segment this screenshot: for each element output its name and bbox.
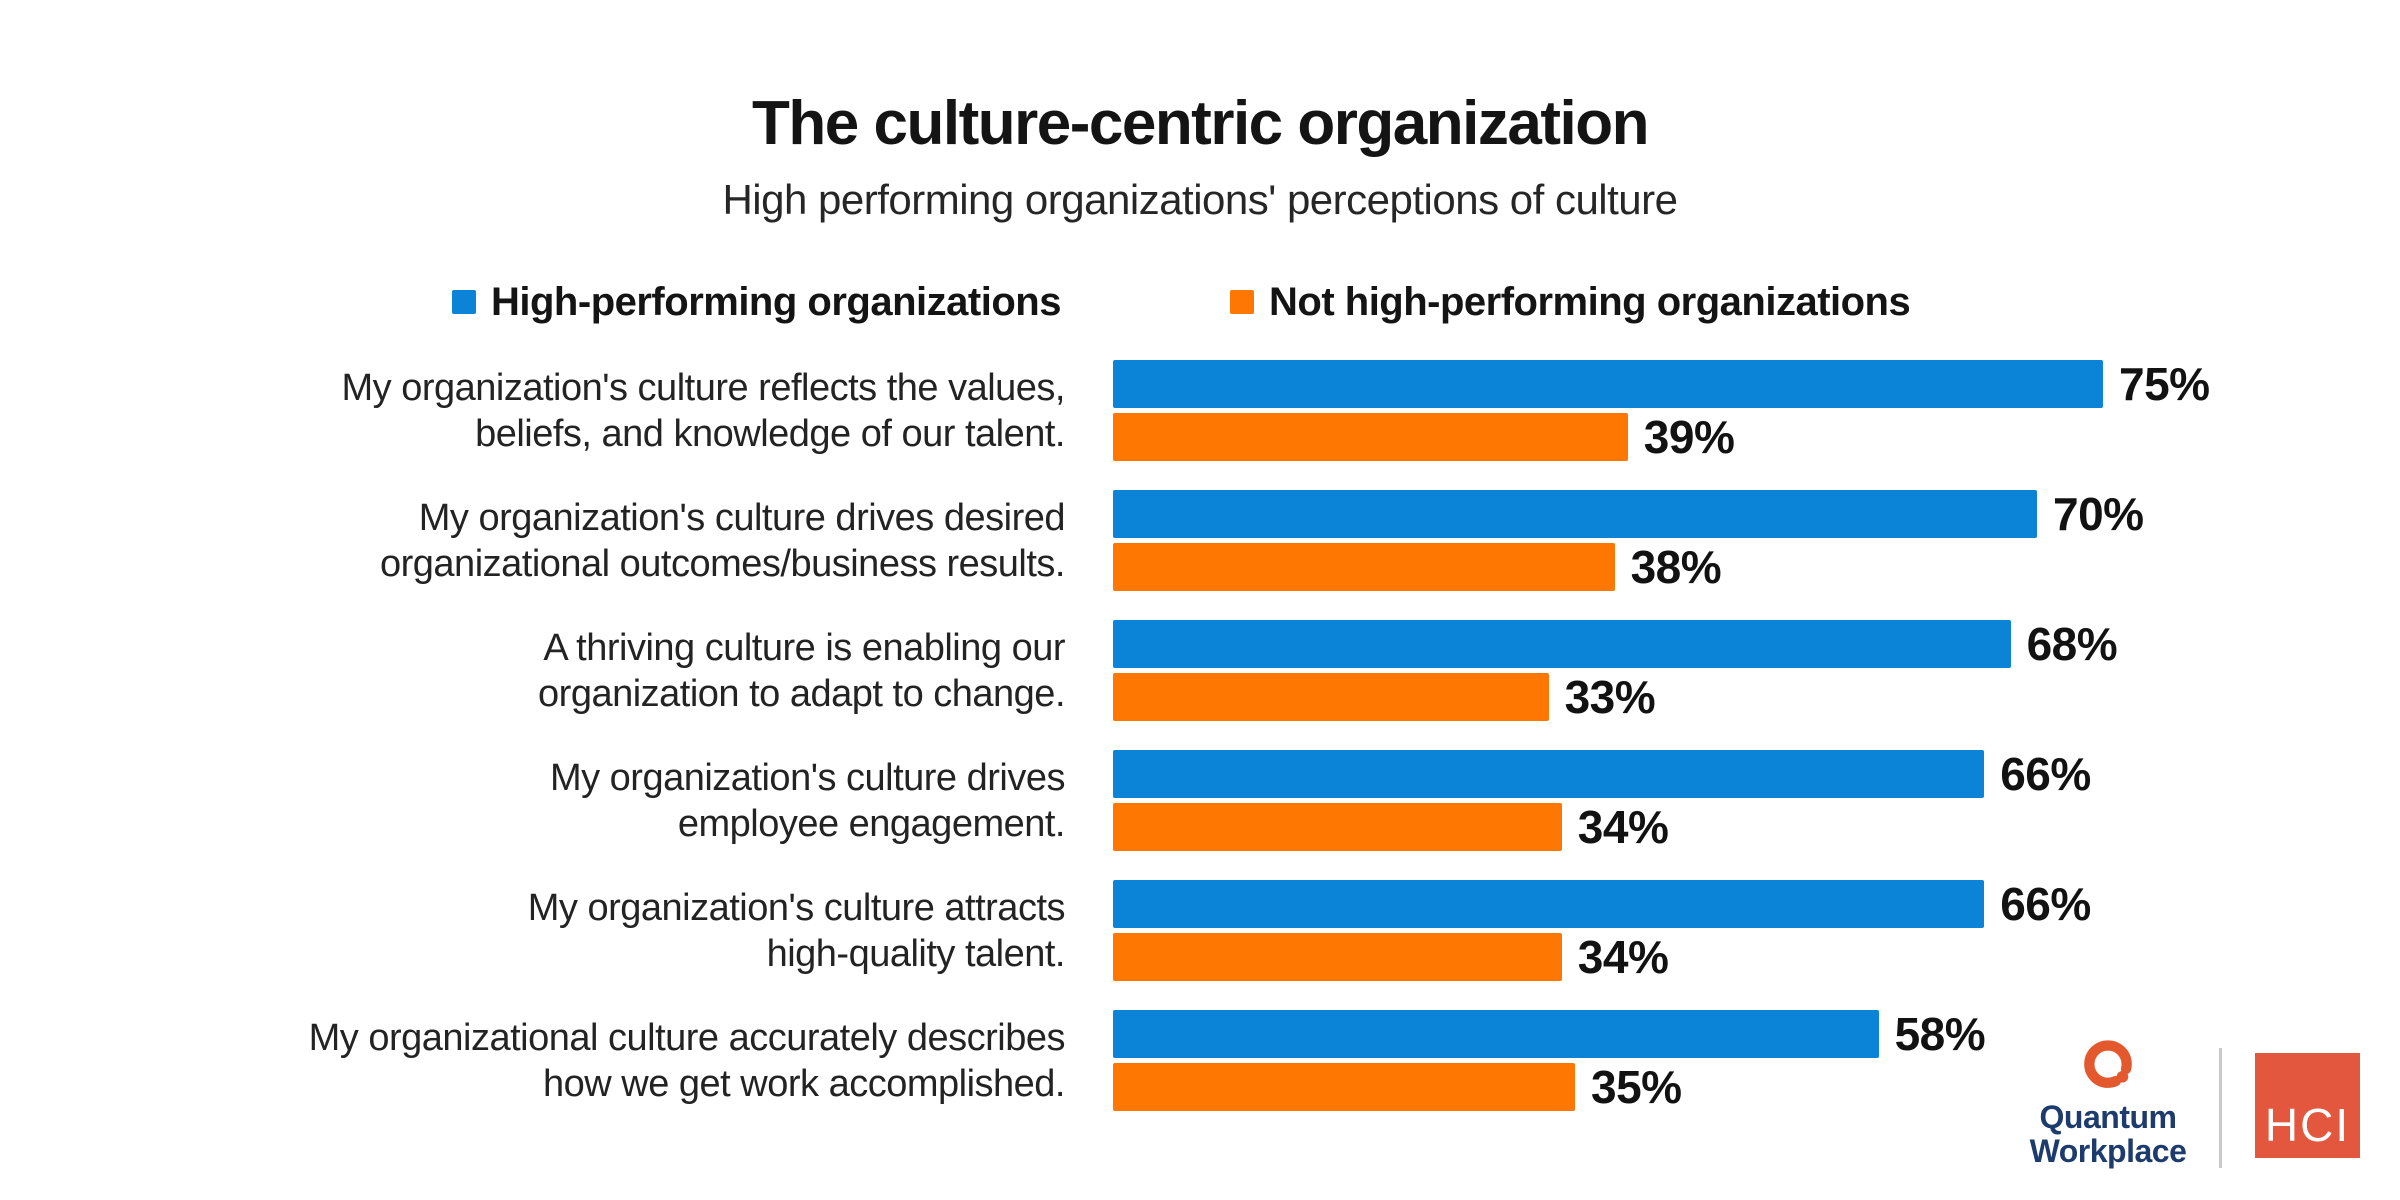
value-label-hp: 70%: [2053, 488, 2144, 540]
chart-title: The culture-centric organization: [752, 89, 1649, 158]
hci-logo-text: HCI: [2264, 1099, 2351, 1151]
bar-not-high-performing: [1113, 803, 1562, 851]
bar-high-performing: [1113, 1010, 1879, 1058]
bars-group: 66% 34%: [1113, 750, 2400, 851]
bar-high-performing: [1113, 360, 2103, 408]
bars-group: 68% 33%: [1113, 620, 2400, 721]
quantum-workplace-wordmark-line1: Quantum: [2039, 1099, 2177, 1135]
legend-label-high-performing: High-performing organizations: [491, 279, 1061, 324]
category-label: My organization's culture reflects the v…: [341, 366, 1066, 455]
category-label: My organizational culture accurately des…: [308, 1016, 1066, 1105]
category-label: My organization's culture attracts high-q…: [527, 886, 1066, 975]
value-label-nhp: 34%: [1577, 801, 1669, 853]
chart-row: My organization's culture attracts high-q…: [0, 880, 2400, 981]
chart-subtitle: High performing organizations' perceptio…: [722, 176, 1678, 223]
bar-high-performing: [1113, 620, 2011, 668]
bars-group: 75% 39%: [1113, 360, 2400, 461]
value-label-hp: 68%: [2026, 618, 2118, 670]
legend-item-not-high-performing: Not high-performing organizations: [1230, 280, 1911, 324]
value-label-nhp: 39%: [1643, 411, 1735, 463]
bar-not-high-performing: [1113, 413, 1628, 461]
quantum-workplace-q-icon: [2084, 1040, 2132, 1088]
value-label-nhp: 38%: [1630, 541, 1722, 593]
quantum-workplace-logo: Quantum Workplace: [2023, 1038, 2193, 1168]
value-label-hp: 66%: [2000, 878, 2091, 930]
logo-divider: [2219, 1048, 2222, 1168]
category-label: My organization's culture drives desired…: [380, 496, 1066, 585]
category-label: A thriving culture is enabling our organi…: [538, 626, 1065, 715]
chart-row: A thriving culture is enabling our organi…: [0, 620, 2400, 721]
value-label-hp: 66%: [2000, 748, 2091, 800]
bars-group: 66% 34%: [1113, 880, 2400, 981]
bar-not-high-performing: [1113, 673, 1549, 721]
chart-row: My organization's culture drives desired…: [0, 490, 2400, 591]
bars-group: 70% 38%: [1113, 490, 2400, 591]
bar-high-performing: [1113, 490, 2037, 538]
value-label-hp: 75%: [2119, 358, 2210, 410]
value-label-nhp: 35%: [1591, 1061, 1682, 1113]
bar-not-high-performing: [1113, 933, 1562, 981]
chart-row: My organizational culture accurately des…: [0, 1010, 2400, 1111]
legend-swatch-not-high-performing-icon: [1230, 290, 1254, 314]
bars-group: 58% 35%: [1113, 1010, 2400, 1111]
chart-row: My organization's culture drives employee…: [0, 750, 2400, 851]
legend-item-high-performing: High-performing organizations: [452, 280, 1061, 324]
bar-high-performing: [1113, 750, 1985, 798]
bar-not-high-performing: [1113, 543, 1615, 591]
value-label-nhp: 34%: [1577, 931, 1669, 983]
category-label: My organization's culture drives employee…: [549, 756, 1066, 845]
chart-row: My organization's culture reflects the v…: [0, 360, 2400, 461]
value-label-hp: 58%: [1894, 1008, 1986, 1060]
value-label-nhp: 33%: [1564, 671, 1656, 723]
legend-swatch-high-performing-icon: [452, 290, 476, 314]
bar-high-performing: [1113, 880, 1985, 928]
quantum-workplace-wordmark-line2: Workplace: [2029, 1133, 2187, 1169]
legend: High-performing organizations Not high-p…: [0, 280, 2400, 324]
legend-label-not-high-performing: Not high-performing organizations: [1269, 279, 1911, 324]
bar-not-high-performing: [1113, 1063, 1575, 1111]
hci-logo: HCI: [2255, 1053, 2360, 1158]
